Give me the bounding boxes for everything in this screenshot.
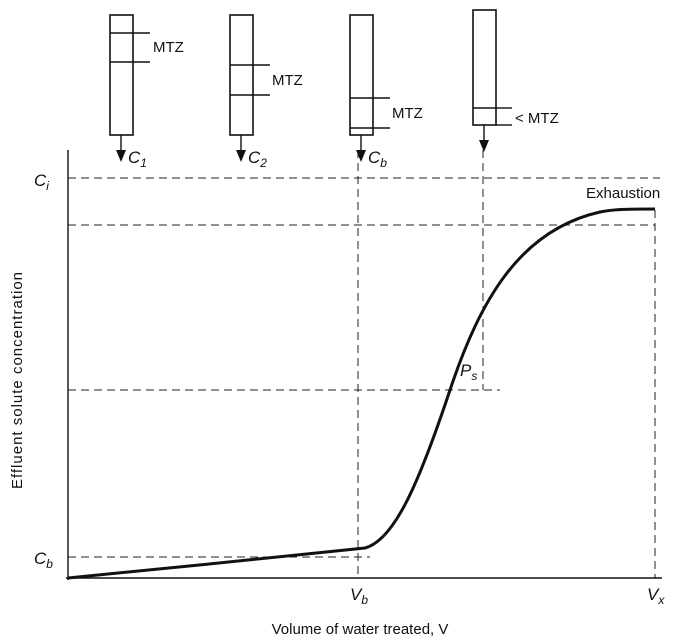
sub: s (471, 369, 477, 383)
sub: b (361, 593, 368, 607)
column (110, 15, 150, 162)
sub: b (380, 156, 387, 170)
outlet-label: Cb (368, 148, 387, 170)
main: C (128, 148, 141, 167)
outlet-label: C1 (128, 148, 147, 170)
diagram: MTZ MTZ MTZ < MTZ C1 C2 Cb Ci Cb Vb Vx E… (0, 0, 678, 644)
level-label: Cb (34, 549, 53, 571)
sub: 1 (140, 156, 147, 170)
main: C (34, 171, 47, 190)
zone-label: MTZ (153, 39, 184, 56)
sub: b (46, 557, 53, 571)
sub: i (46, 179, 49, 193)
guides (68, 150, 660, 578)
outlet-label: C2 (248, 148, 267, 170)
sub: 2 (259, 156, 267, 170)
x-mark-label: Vx (647, 585, 665, 607)
breakthrough-curve (68, 209, 655, 578)
column (473, 10, 512, 152)
column (350, 15, 390, 162)
exhaustion-label: Exhaustion (586, 185, 660, 202)
sub: x (657, 593, 665, 607)
main: P (460, 361, 472, 380)
zone-label: < MTZ (515, 110, 559, 127)
y-axis-title: Effluent solute concentration (9, 271, 26, 489)
x-axis-title: Volume of water treated, V (272, 621, 449, 638)
x-mark-label: Vb (350, 585, 368, 607)
main: C (248, 148, 261, 167)
point-label: Ps (460, 361, 477, 383)
main: C (34, 549, 47, 568)
level-label: Ci (34, 171, 49, 193)
zone-label: MTZ (392, 105, 423, 122)
column (230, 15, 270, 162)
zone-label: MTZ (272, 72, 303, 89)
main: C (368, 148, 381, 167)
